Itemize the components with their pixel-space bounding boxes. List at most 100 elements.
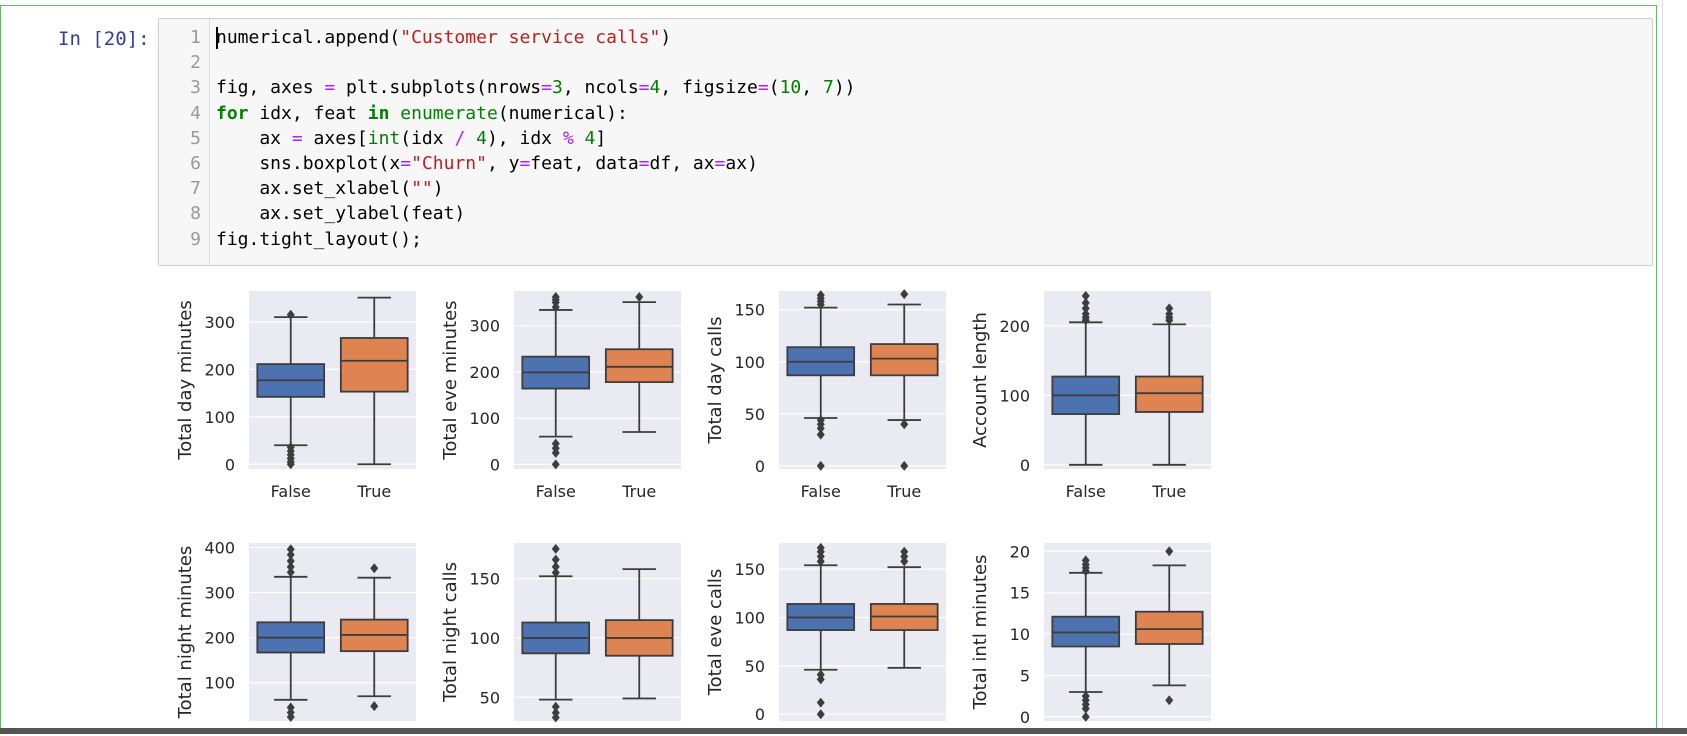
outlier-point <box>900 419 909 430</box>
code-token: idx, feat <box>248 102 368 124</box>
code-token: ] <box>595 127 607 149</box>
code-token: 10 <box>779 77 802 99</box>
outlier-point <box>286 556 295 567</box>
code-token: 4 <box>476 127 487 149</box>
code-token: sns.boxplot(x <box>216 153 401 174</box>
y-tick-label: 100 <box>469 409 500 428</box>
y-tick-label: 200 <box>204 360 235 379</box>
code-line[interactable]: ax.set_xlabel("") <box>216 178 443 200</box>
outlier-point <box>816 460 825 471</box>
outlier-point <box>286 561 295 572</box>
outlier-point <box>551 554 560 565</box>
code-token: = <box>757 77 769 99</box>
outlier-point <box>551 567 560 578</box>
code-token: , figsize <box>660 77 758 99</box>
code-line[interactable]: ax.set_ylabel(feat) <box>216 203 465 224</box>
y-tick-label: 50 <box>745 405 765 424</box>
y-tick-label: 100 <box>469 629 500 648</box>
y-tick-label: 100 <box>204 408 235 427</box>
y-tick-label: 300 <box>204 313 235 332</box>
outlier-point <box>816 709 825 720</box>
code-line[interactable]: fig.tight_layout(); <box>216 229 422 250</box>
code-token: ax.set_ylabel(feat) <box>216 203 466 225</box>
y-tick-label: 100 <box>999 386 1030 405</box>
outlier-point <box>370 701 379 712</box>
code-token: df, ax <box>649 153 715 174</box>
y-tick-label: 0 <box>490 455 500 474</box>
outlier-point <box>286 567 295 578</box>
code-token: = <box>638 153 650 174</box>
x-tick-label: True <box>886 482 921 501</box>
line-number: 5 <box>190 127 201 149</box>
code-token: = <box>541 77 552 99</box>
code-editor[interactable]: 1 2 3 4 5 6 7 8 9 numerical.append("Customer ser… <box>158 18 1653 266</box>
code-token: % <box>562 127 574 149</box>
code-token: ax <box>216 127 292 149</box>
x-tick-label: False <box>1066 482 1106 501</box>
x-tick-label: False <box>801 482 841 501</box>
panel-background <box>779 543 946 721</box>
code-token: ax.set_xlabel( <box>216 178 412 200</box>
y-tick-label: 200 <box>204 629 235 648</box>
outlier-point <box>816 542 825 553</box>
code-line[interactable]: fig, axes = plt.subplots(nrows=3, ncols=… <box>216 77 856 98</box>
code-token <box>389 103 400 124</box>
code-token: = <box>638 77 650 99</box>
outlier-point <box>1081 303 1090 314</box>
line-number: 6 <box>190 153 201 174</box>
code-line[interactable]: numerical.append("Customer service calls… <box>216 27 671 48</box>
y-tick-label: 0 <box>1020 456 1030 475</box>
outlier-point <box>1081 297 1090 308</box>
code-token: feat, data <box>530 153 639 174</box>
code-token: numerical.append( <box>216 27 401 48</box>
subplot: 0 50 100 150 Total day calls False True <box>705 289 946 501</box>
code-token: )) <box>833 77 856 99</box>
box <box>1134 375 1204 413</box>
panel-background <box>779 291 946 469</box>
outlier-point <box>816 415 825 426</box>
code-token: = <box>714 153 726 174</box>
scrollbar-track[interactable] <box>1662 0 1687 734</box>
subplot: 0 100 200 300 Total eve minutes False True <box>440 291 681 501</box>
code-token: axes[ <box>302 127 368 149</box>
y-tick-label: 20 <box>1010 542 1030 561</box>
y-tick-label: 0 <box>1020 708 1030 727</box>
y-tick-label: 0 <box>755 705 765 724</box>
code-token: = <box>291 127 303 149</box>
box <box>869 343 939 377</box>
y-axis-label: Total night minutes <box>175 546 196 720</box>
code-line[interactable]: for idx, feat in enumerate(numerical): <box>216 103 628 124</box>
outlier-point <box>551 561 560 572</box>
y-tick-label: 0 <box>755 457 765 476</box>
y-tick-label: 200 <box>999 317 1030 336</box>
y-tick-label: 0 <box>225 455 235 474</box>
y-tick-label: 10 <box>1010 625 1030 644</box>
line-number: 7 <box>190 178 201 200</box>
outlier-point <box>1081 308 1090 319</box>
line-number: 3 <box>190 77 201 99</box>
notebook-cell[interactable]: In [20]: 1 2 3 4 5 6 7 8 9 numerical.append("Cus… <box>0 5 1657 736</box>
code-token: "Churn" <box>411 153 487 174</box>
y-tick-label: 300 <box>469 317 500 336</box>
code-line[interactable]: ax = axes[int(idx / 4), idx % 4] <box>216 128 606 149</box>
y-axis-label: Total night calls <box>440 562 461 703</box>
x-tick-label: True <box>621 482 656 501</box>
outlier-point <box>551 292 560 303</box>
outlier-point <box>635 292 644 303</box>
y-tick-label: 400 <box>204 539 235 558</box>
code-line[interactable]: sns.boxplot(x="Churn", y=feat, data=df, … <box>216 153 758 174</box>
outlier-point <box>551 438 560 449</box>
code-token: "Customer service calls" <box>400 27 661 48</box>
outlier-point <box>1081 691 1090 702</box>
outlier-point <box>286 442 295 453</box>
box <box>1134 610 1204 645</box>
code-token: 4 <box>584 127 596 149</box>
code-token: (numerical): <box>497 102 628 124</box>
text-cursor <box>216 27 218 49</box>
y-tick-label: 100 <box>734 353 765 372</box>
outlier-point <box>286 309 295 320</box>
outlier-point <box>1081 711 1090 722</box>
